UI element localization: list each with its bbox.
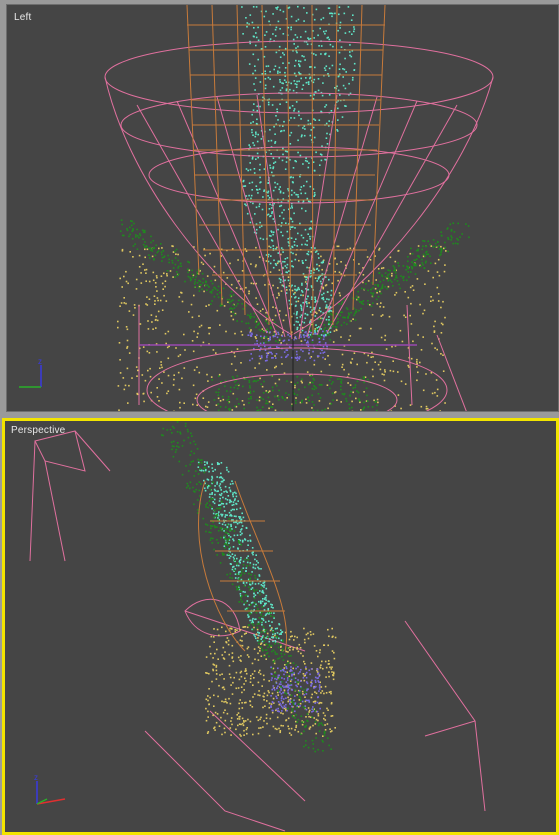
- axis-gizmo-icon: z: [34, 773, 66, 805]
- left-viewport-scene: [104, 5, 494, 411]
- svg-text:z: z: [34, 773, 38, 782]
- box-wireframes: [29, 430, 486, 832]
- svg-text:z: z: [38, 357, 42, 366]
- viewport-perspective[interactable]: Perspective z: [2, 418, 559, 835]
- viewport-left[interactable]: Left z: [6, 4, 559, 412]
- viewport-label[interactable]: Perspective: [11, 425, 66, 436]
- axis-gizmo-icon: z: [19, 357, 42, 388]
- grid-wireframe: [198, 480, 287, 652]
- viewport-label[interactable]: Left: [14, 12, 32, 23]
- grid-wireframe: [186, 5, 386, 336]
- particle-cloud: [161, 421, 337, 753]
- cone-wireframe: [104, 40, 494, 411]
- perspective-viewport-scene: [29, 421, 486, 832]
